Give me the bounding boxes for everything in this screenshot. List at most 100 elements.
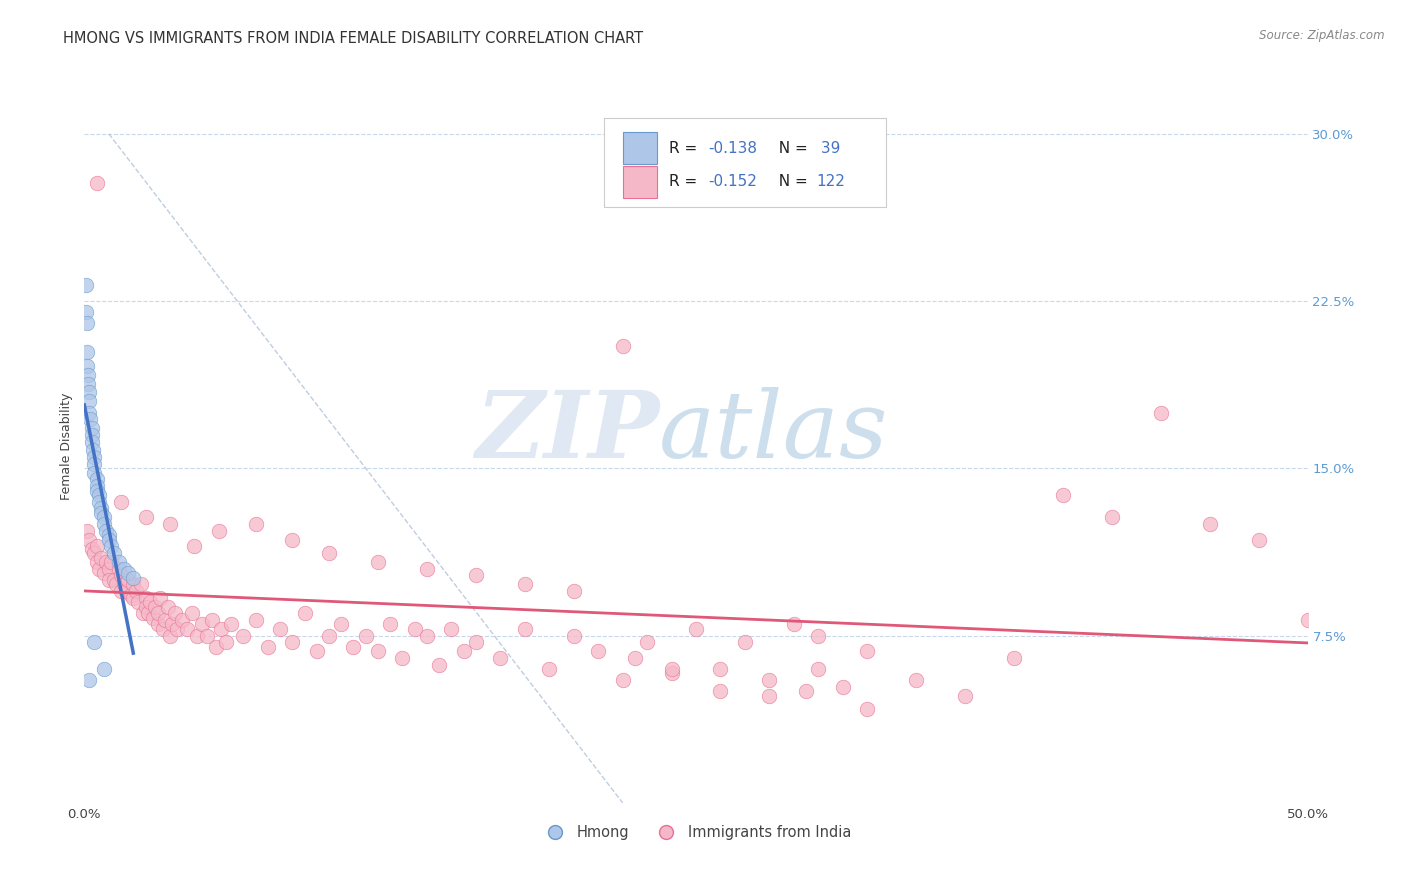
Point [661, 666, 683, 681]
Point [281, 533, 304, 547]
Point [562, 583, 585, 598]
Point [1296, 613, 1319, 627]
Point [612, 338, 634, 352]
Point [112, 577, 135, 591]
Point [562, 628, 585, 642]
Point [453, 644, 475, 658]
Point [127, 595, 149, 609]
Point [856, 702, 879, 716]
Point [135, 510, 157, 524]
Point [318, 628, 340, 642]
Point [83, 457, 105, 471]
Point [117, 573, 139, 587]
Point [219, 617, 242, 632]
Point [86, 555, 108, 569]
Point [83, 466, 105, 480]
Point [513, 622, 536, 636]
Text: N =: N = [769, 175, 813, 189]
Point [132, 607, 155, 621]
Point [86, 479, 108, 493]
Text: -0.152: -0.152 [709, 175, 756, 189]
Point [416, 562, 439, 576]
Text: R =: R = [669, 141, 702, 156]
Point [82, 443, 104, 458]
Point [624, 651, 647, 665]
Point [97, 562, 120, 576]
Point [115, 583, 138, 598]
Point [186, 628, 208, 642]
FancyBboxPatch shape [605, 118, 886, 207]
Point [76, 345, 98, 359]
Point [107, 555, 129, 569]
Point [159, 516, 181, 531]
Point [86, 473, 108, 487]
Point [87, 488, 110, 502]
Point [110, 568, 132, 582]
Point [586, 644, 609, 658]
Bar [623, 166, 657, 198]
Point [489, 651, 512, 665]
Text: HMONG VS IMMIGRANTS FROM INDIA FEMALE DISABILITY CORRELATION CHART: HMONG VS IMMIGRANTS FROM INDIA FEMALE DI… [63, 31, 644, 46]
Point [135, 599, 157, 614]
Point [103, 573, 125, 587]
Point [734, 635, 756, 649]
Point [1052, 488, 1074, 502]
Point [391, 651, 413, 665]
Point [80, 421, 103, 435]
Point [513, 577, 536, 591]
Point [103, 546, 125, 560]
Point [195, 628, 218, 642]
Point [205, 640, 228, 654]
Point [96, 555, 118, 569]
Point [77, 533, 100, 547]
Point [281, 635, 304, 649]
Point [464, 635, 486, 649]
Point [367, 644, 389, 658]
Point [76, 524, 98, 538]
Point [758, 673, 780, 687]
Point [1198, 516, 1220, 531]
Point [245, 516, 267, 531]
Point [110, 583, 132, 598]
Point [354, 628, 377, 642]
Point [612, 673, 634, 687]
Point [200, 613, 222, 627]
Point [136, 607, 159, 621]
Point [80, 541, 103, 556]
Point [86, 539, 108, 553]
Point [440, 622, 463, 636]
Point [794, 684, 817, 698]
Point [159, 628, 181, 642]
Point [416, 628, 439, 642]
Point [77, 385, 100, 400]
Point [86, 176, 108, 190]
Point [90, 550, 112, 565]
Point [146, 607, 169, 621]
Point [79, 412, 101, 426]
Point [404, 622, 426, 636]
Point [87, 562, 110, 576]
Point [122, 591, 145, 605]
Point [152, 622, 174, 636]
Point [83, 450, 105, 464]
Point [122, 571, 145, 585]
Point [77, 405, 100, 419]
Point [831, 680, 853, 694]
Point [117, 566, 139, 581]
Point [80, 434, 103, 449]
Point [129, 577, 152, 591]
Point [93, 516, 115, 531]
Point [905, 673, 928, 687]
Point [149, 591, 172, 605]
Point [96, 524, 118, 538]
Point [172, 613, 194, 627]
Point [122, 577, 145, 591]
Point [76, 359, 98, 373]
Point [685, 622, 707, 636]
Point [176, 622, 198, 636]
Bar [623, 132, 657, 164]
Point [142, 610, 165, 624]
Point [97, 528, 120, 542]
Point [538, 662, 561, 676]
Point [294, 607, 316, 621]
